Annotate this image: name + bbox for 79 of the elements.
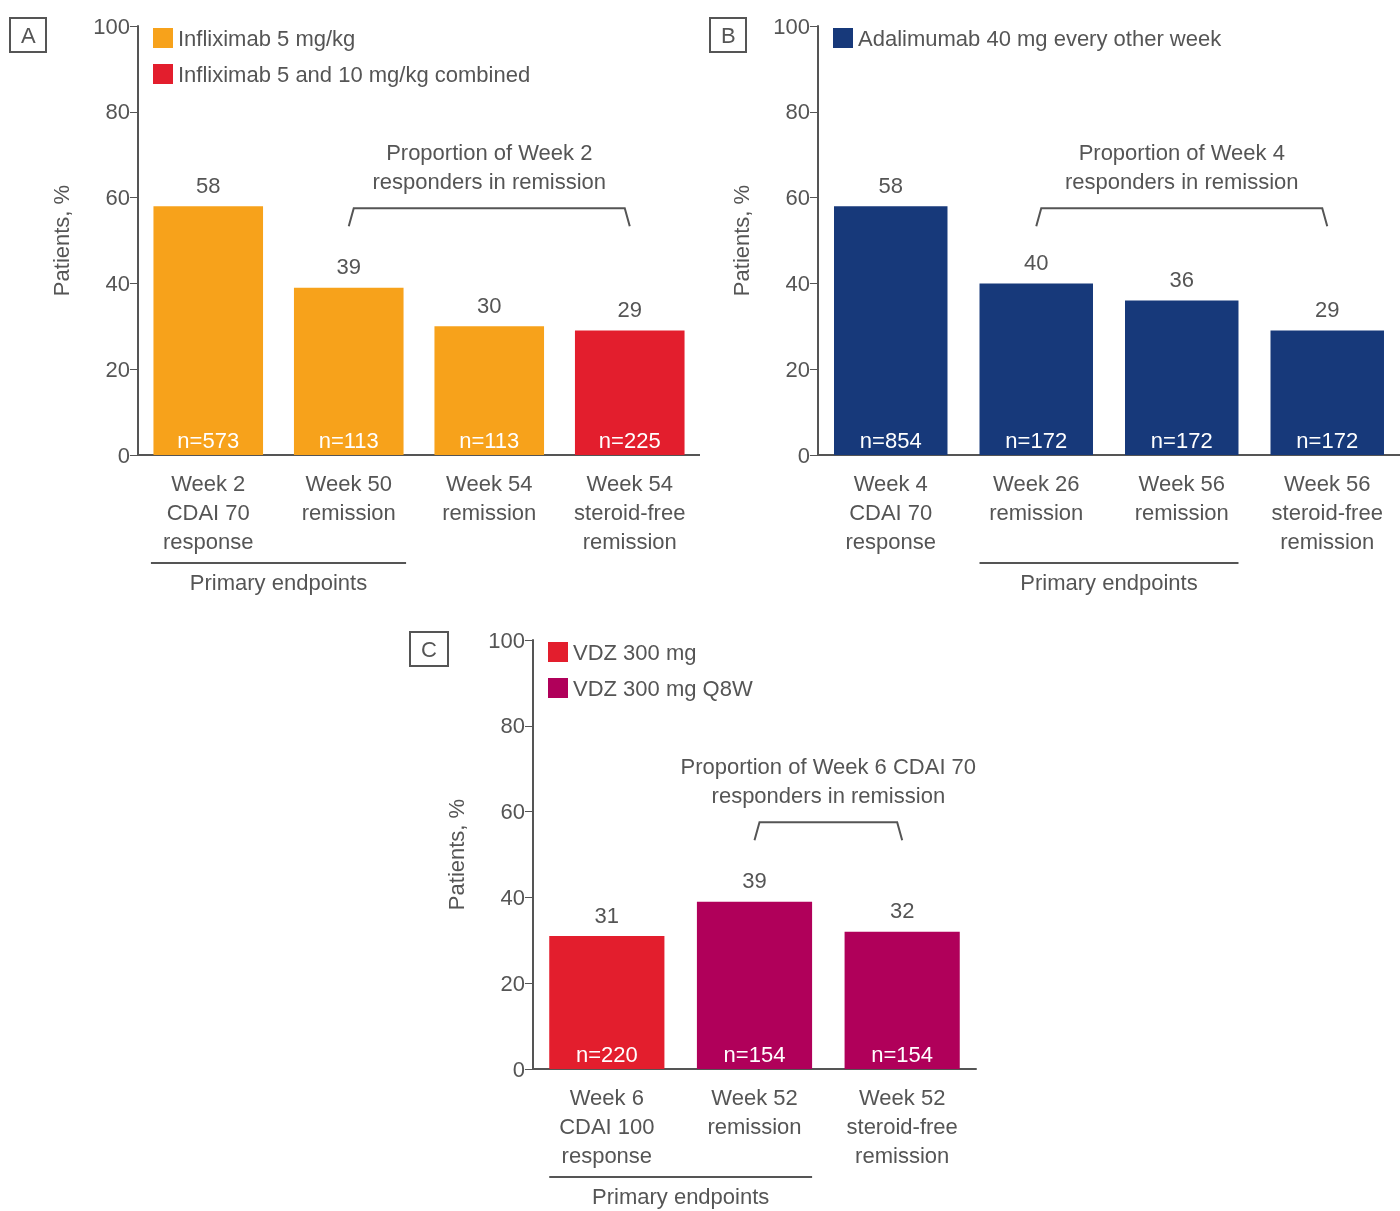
bar	[153, 206, 264, 455]
x-tick-label: Week 50 remission	[301, 471, 396, 525]
data-label: 29	[1315, 297, 1340, 323]
x-tick-label: Week 54 remission	[442, 471, 537, 525]
y-tick-label: 100	[773, 13, 810, 39]
y-tick-label: 100	[93, 13, 130, 39]
bar	[574, 330, 685, 455]
annotation: n=172	[1150, 427, 1213, 453]
y-tick-label: 100	[488, 627, 525, 653]
x-tick-label: Week 4 CDAI 70 response	[845, 471, 937, 554]
bar	[1125, 300, 1239, 455]
annotation: n=154	[871, 1041, 934, 1067]
x-tick-label: Week 2 CDAI 70 response	[162, 471, 254, 554]
data-label: 36	[1169, 267, 1194, 293]
annotation: Proportion of Week 6 CDAI 70 responders in remission	[680, 754, 977, 809]
text: Primary endpoints	[1020, 569, 1198, 595]
y-tick-label: 60	[500, 799, 525, 825]
y-tick-label: 80	[105, 99, 130, 125]
annotation: Proportion of Week 2 responders in remission	[372, 140, 607, 195]
chart-title: A	[21, 22, 36, 48]
annotation: n=225	[598, 427, 661, 453]
annotation: n=154	[723, 1041, 786, 1067]
legend-label: Adalimumab 40 mg every other week	[858, 25, 1223, 51]
x-tick-label: Week 54 steroid-free remission	[574, 471, 686, 554]
annotation: n=573	[177, 427, 240, 453]
legend-label: VDZ 300 mg	[573, 639, 697, 665]
y-tick-label: 20	[105, 356, 130, 382]
legend-label: Infliximab 5 mg/kg	[178, 25, 356, 51]
y-tick-label: 60	[785, 185, 810, 211]
legend-label: VDZ 300 mg Q8W	[573, 675, 753, 701]
y-tick-label: 40	[105, 270, 130, 296]
annotation: n=854	[859, 427, 922, 453]
y-axis-title: Patients, %	[728, 184, 754, 297]
x-tick-label: Week 56 remission	[1134, 471, 1229, 525]
x-tick-label: Week 6 CDAI 100 response	[559, 1085, 655, 1168]
bar	[696, 901, 813, 1069]
y-tick-label: 80	[500, 713, 525, 739]
y-axis-title: Patients, %	[48, 184, 74, 297]
y-tick-label: 40	[785, 270, 810, 296]
y-tick-label: 20	[500, 970, 525, 996]
y-tick-label: 0	[512, 1056, 525, 1082]
annotation: n=172	[1005, 427, 1068, 453]
x-tick-label: Week 52 steroid-free remission	[846, 1085, 958, 1168]
y-axis-title: Patients, %	[443, 798, 469, 911]
data-label: 39	[336, 254, 361, 280]
annotation: Proportion of Week 4 responders in remission	[1064, 140, 1299, 195]
bar	[844, 931, 960, 1069]
annotation: n=172	[1296, 427, 1359, 453]
text: Primary endpoints	[189, 569, 368, 595]
annotation: n=220	[575, 1041, 638, 1067]
data-label: 29	[617, 297, 642, 323]
bar	[834, 206, 948, 455]
data-label: 39	[742, 868, 767, 894]
data-label: 58	[878, 172, 903, 198]
bar	[434, 326, 545, 455]
x-tick-label: Week 52 remission	[707, 1085, 802, 1139]
y-tick-label: 0	[797, 442, 810, 468]
text: Primary endpoints	[592, 1183, 770, 1209]
data-label: 30	[477, 292, 502, 318]
y-tick-label: 60	[105, 185, 130, 211]
data-label: 32	[889, 898, 915, 924]
chart-title: B	[721, 22, 736, 48]
y-tick-label: 0	[117, 442, 130, 468]
chart-title: C	[421, 636, 437, 662]
annotation: n=113	[459, 427, 520, 453]
x-tick-label: Week 56 steroid-free remission	[1271, 471, 1383, 554]
y-tick-label: 20	[785, 356, 810, 382]
x-tick-label: Week 26 remission	[989, 471, 1084, 525]
data-label: 31	[594, 902, 620, 928]
data-label: 40	[1024, 249, 1049, 275]
legend-label: Infliximab 5 and 10 mg/kg combined	[178, 61, 531, 87]
bar	[293, 287, 404, 455]
bar	[1270, 330, 1384, 455]
bar	[549, 936, 665, 1069]
y-tick-label: 40	[500, 884, 525, 910]
data-label: 58	[196, 172, 221, 198]
annotation: n=113	[318, 427, 379, 453]
bar	[979, 283, 1093, 455]
y-tick-label: 80	[785, 99, 810, 125]
